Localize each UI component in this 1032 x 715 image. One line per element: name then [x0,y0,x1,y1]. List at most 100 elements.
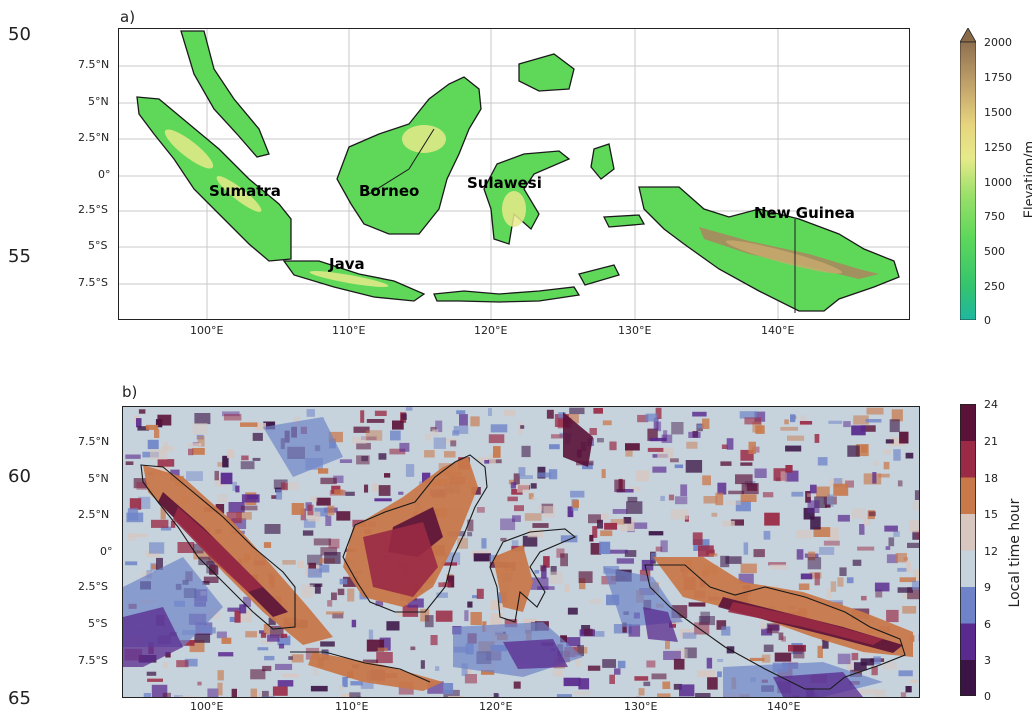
noise-patch [660,540,668,553]
noise-patch [180,640,195,646]
noise-patch [914,490,919,500]
noise-patch [717,658,724,662]
a-xtick-110: 110°E [332,324,366,337]
noise-patch [456,410,466,415]
noise-patch [652,466,667,473]
noise-patch [912,530,919,540]
elevation-map: Sumatra Borneo Sulawesi Java New Guinea [118,28,910,320]
noise-patch [364,484,369,493]
noise-patch [636,470,649,482]
noise-patch [899,431,909,444]
noise-patch [226,512,242,524]
noise-patch [314,584,321,594]
noise-patch [125,461,134,465]
noise-patch [194,633,211,643]
noise-patch [548,469,558,480]
noise-patch [137,426,150,431]
noise-patch [575,655,581,667]
noise-patch [708,553,718,557]
noise-patch [886,554,898,564]
noise-patch [516,484,530,493]
noise-patch [217,462,223,467]
noise-patch [430,635,438,646]
noise-patch [261,639,274,644]
noise-patch [541,566,547,579]
noise-patch [350,681,363,686]
b-ytick-2.5s: 2.5°S [78,580,108,593]
noise-patch [510,482,516,489]
noise-patch [401,413,407,420]
noise-patch [528,493,534,500]
noise-patch [762,492,774,498]
local-time-colorbar [960,404,976,696]
noise-patch [780,426,798,431]
panel-a-letter: a) [120,8,136,26]
noise-patch [579,578,586,590]
noise-patch [859,689,878,695]
noise-patch [524,513,542,521]
noise-patch [156,557,163,570]
noise-patch [476,588,484,599]
noise-patch [589,534,594,542]
noise-patch [133,478,148,489]
colorbar-segment [960,659,976,696]
noise-patch [656,421,662,432]
noise-patch [177,542,195,553]
noise-patch [405,407,413,411]
noise-patch [340,693,352,697]
noise-patch [262,690,269,697]
noise-patch [234,610,241,623]
noise-patch [453,426,469,434]
noise-patch [420,608,430,622]
noise-patch [774,652,792,662]
noise-patch [866,407,884,415]
noise-patch [883,461,890,470]
noise-patch [817,645,823,658]
noise-patch [457,537,468,549]
a-cbtick-1250: 1250 [984,141,1012,154]
noise-patch [378,485,391,496]
noise-patch [384,473,391,478]
noise-patch [220,472,233,485]
noise-patch [435,666,440,671]
noise-patch [407,598,424,608]
noise-patch [715,492,724,506]
noise-patch [374,410,387,416]
b-cbtick-12: 12 [984,545,998,558]
noise-patch [883,449,891,455]
noise-patch [905,686,912,693]
noise-patch [897,567,908,572]
noise-patch [754,468,767,478]
noise-patch [531,496,537,501]
line-number-50: 50 [8,24,31,45]
noise-patch [697,424,704,429]
noise-patch [379,637,391,651]
noise-patch [263,624,271,635]
noise-patch [572,500,579,508]
noise-patch [814,496,827,508]
noise-patch [197,681,202,686]
noise-patch [590,543,601,555]
noise-patch [577,645,584,657]
noise-patch [327,600,333,607]
noise-patch [374,498,392,502]
noise-patch [744,417,761,425]
noise-patch [730,519,744,526]
elevation-colorbar [960,28,976,320]
noise-patch [649,437,667,442]
noise-patch [163,662,168,669]
noise-patch [313,538,331,546]
noise-patch [306,409,315,417]
noise-patch [624,550,637,557]
noise-patch [507,496,518,502]
noise-patch [125,561,138,566]
colorbar-segment [960,586,976,624]
noise-patch [873,656,881,665]
noise-patch [291,503,305,515]
noise-patch [878,473,890,478]
noise-patch [540,564,546,572]
noise-patch [912,500,919,511]
noise-patch [702,475,711,486]
noise-patch [179,695,196,697]
noise-patch [222,411,240,417]
